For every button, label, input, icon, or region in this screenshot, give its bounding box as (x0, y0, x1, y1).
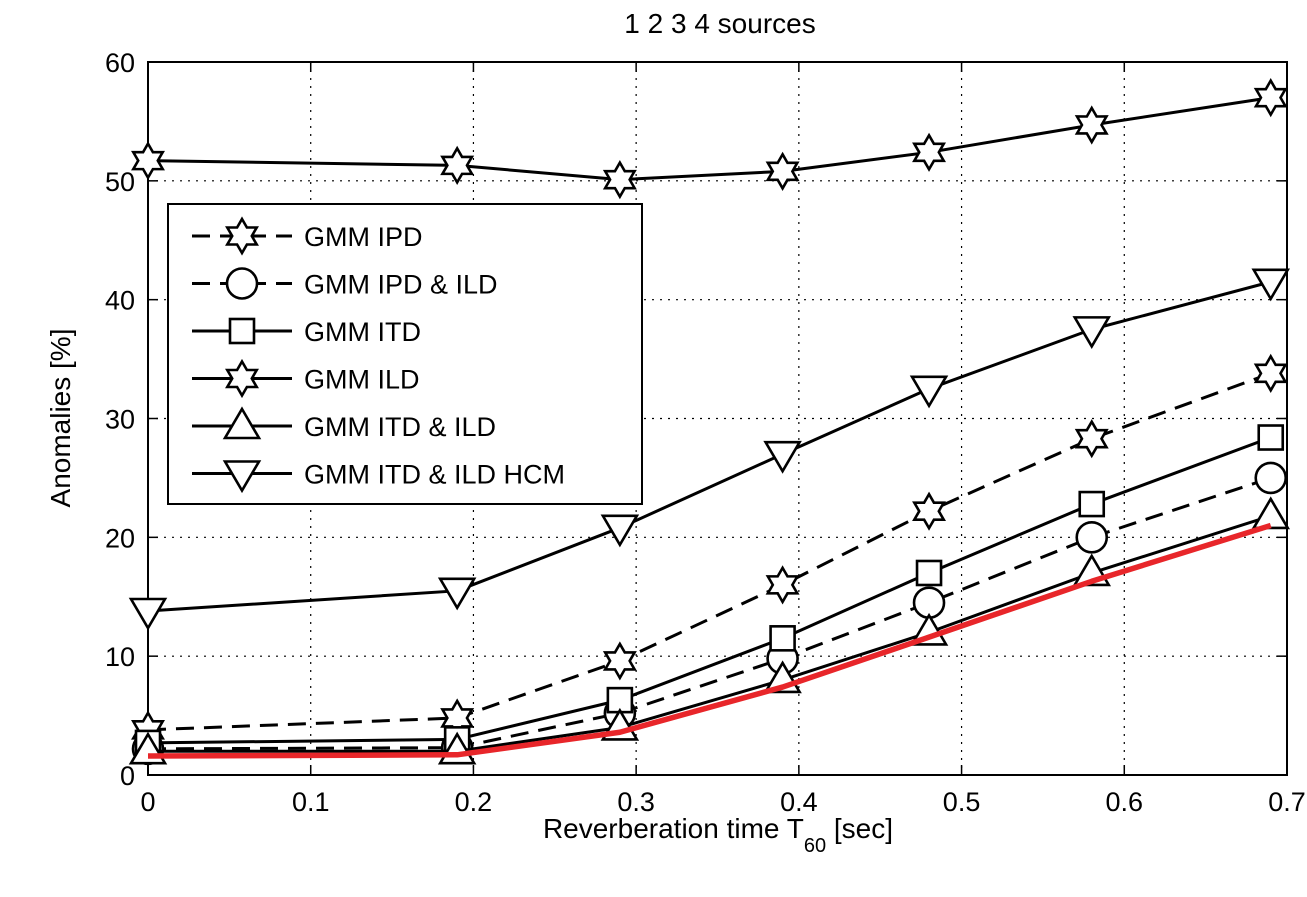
x-tick-label: 0.7 (1268, 787, 1306, 817)
red-baseline (147, 522, 1272, 759)
series-layer (128, 78, 1290, 766)
legend-item: GMM ITD & ILD (192, 406, 496, 442)
data-point (1075, 521, 1109, 554)
x-axis-title: Reverberation time T60 [sec] (543, 813, 893, 857)
x-tick-label: 0.6 (1106, 787, 1144, 817)
series-gmm-ild (131, 78, 1288, 200)
data-point (1254, 461, 1288, 495)
data-point (1074, 419, 1109, 459)
legend-label: GMM ITD & ILD HCM (304, 460, 565, 490)
x-axis: 0 0.1 0.2 0.3 0.4 0.5 0.6 0.7 (140, 62, 1306, 817)
data-point (769, 625, 796, 652)
data-point (915, 559, 943, 587)
legend-marker (225, 358, 259, 399)
x-axis-title-subscript: 60 (804, 835, 826, 857)
data-point (128, 597, 168, 631)
x-tick-label: 0.4 (780, 787, 818, 817)
legend-marker (222, 460, 262, 494)
legend-label: GMM ILD (304, 365, 420, 395)
legend-marker (228, 317, 256, 345)
legend-item: GMM ILD (192, 358, 420, 399)
data-point (912, 491, 947, 531)
y-axis: 0 10 20 30 40 50 60 (105, 48, 1287, 791)
data-point (1074, 105, 1109, 145)
data-point (1253, 353, 1288, 393)
data-point (602, 641, 637, 681)
legend-item: GMM IPD & ILD (192, 267, 498, 300)
y-tick-label: 30 (105, 405, 135, 435)
data-point (1078, 490, 1106, 518)
data-point (765, 151, 800, 191)
chart-title: 1 2 3 4 sources (624, 8, 815, 39)
legend-label: GMM ITD (304, 317, 421, 347)
x-tick-label: 0.1 (292, 787, 330, 817)
data-point (763, 440, 802, 474)
x-tick-label: 0.2 (455, 787, 493, 817)
legend-marker (225, 267, 259, 300)
legend-item: GMM ITD (192, 317, 421, 347)
legend: GMM IPD GMM IPD & ILD GMM ITD GMM ILD GMM IT… (167, 203, 643, 505)
series-gmm-itd-ild-hcm (128, 268, 1290, 631)
data-point (440, 145, 475, 185)
data-point (912, 132, 947, 172)
data-point (1072, 316, 1112, 349)
y-axis-title: Anomalies [%] (45, 329, 76, 508)
data-point (1253, 78, 1288, 118)
x-tick-label: 0.5 (943, 787, 981, 817)
x-tick-label: 0 (140, 787, 155, 817)
series-gmm-ipd-ild (131, 461, 1288, 766)
y-tick-label: 10 (105, 642, 135, 672)
legend-box (167, 203, 643, 505)
data-point (765, 565, 800, 605)
series-line (147, 96, 1271, 182)
legend-item: GMM IPD (192, 216, 423, 256)
legend-label: GMM IPD & ILD (304, 270, 498, 300)
y-tick-label: 20 (105, 523, 135, 553)
y-tick-label: 50 (105, 167, 135, 197)
data-point (602, 160, 637, 200)
legend-marker (222, 406, 262, 440)
data-point (909, 375, 949, 409)
legend-item: GMM ITD & ILD HCM (192, 460, 565, 494)
data-point (1251, 496, 1290, 530)
data-point (437, 577, 477, 611)
legend-label: GMM IPD (304, 222, 423, 252)
x-tick-label: 0.3 (617, 787, 655, 817)
data-point (600, 514, 640, 548)
y-tick-label: 0 (120, 761, 135, 791)
data-point (1251, 268, 1290, 302)
series-line (148, 514, 1272, 753)
data-point (1257, 424, 1285, 451)
data-point (131, 141, 165, 181)
y-tick-label: 40 (105, 286, 135, 316)
legend-marker (225, 216, 259, 256)
y-tick-label: 60 (105, 48, 135, 78)
legend-label: GMM ITD & ILD (304, 412, 496, 442)
grid (148, 62, 1287, 775)
